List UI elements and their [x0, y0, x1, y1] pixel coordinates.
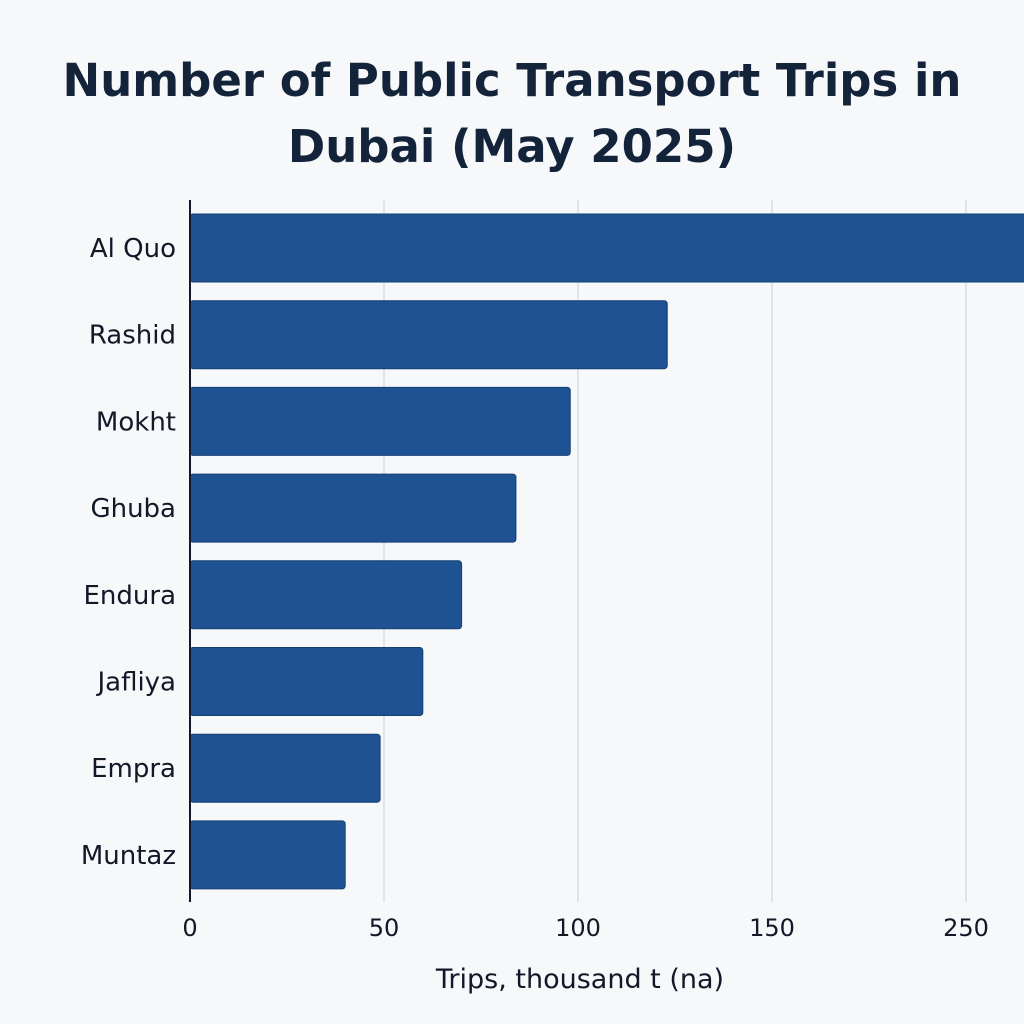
x-tick-label: 150 — [749, 914, 795, 942]
x-tick-label: 250 — [943, 914, 989, 942]
category-label: Rashid — [89, 321, 176, 351]
bars — [189, 213, 1024, 890]
bar — [189, 820, 346, 890]
category-label: Empra — [91, 754, 176, 784]
bar — [189, 300, 668, 370]
bar — [189, 560, 463, 630]
bar — [189, 733, 381, 803]
category-label: Ghuba — [90, 494, 176, 524]
category-label: Mokht — [96, 407, 176, 437]
bar — [189, 386, 571, 456]
category-labels: Al Quo Rashid Mokht Ghuba Endura Jafliya Empra… — [81, 234, 176, 871]
category-label: Al Quo — [90, 234, 176, 264]
x-tick-label: 100 — [555, 914, 601, 942]
x-axis-title: Trips, thousand t (na) — [435, 964, 724, 995]
chart-title: Number of Public Transport Trips in Duba… — [62, 54, 962, 173]
bar — [189, 213, 1024, 283]
x-tick-labels: 0 50 100 150 250 — [182, 914, 989, 942]
x-tick-label: 50 — [369, 914, 400, 942]
category-label: Muntaz — [81, 841, 176, 871]
category-label: Endura — [83, 581, 176, 611]
x-tick-label: 0 — [182, 914, 197, 942]
category-label: Jafliya — [95, 668, 176, 698]
bar — [189, 473, 517, 543]
bar — [189, 647, 424, 716]
